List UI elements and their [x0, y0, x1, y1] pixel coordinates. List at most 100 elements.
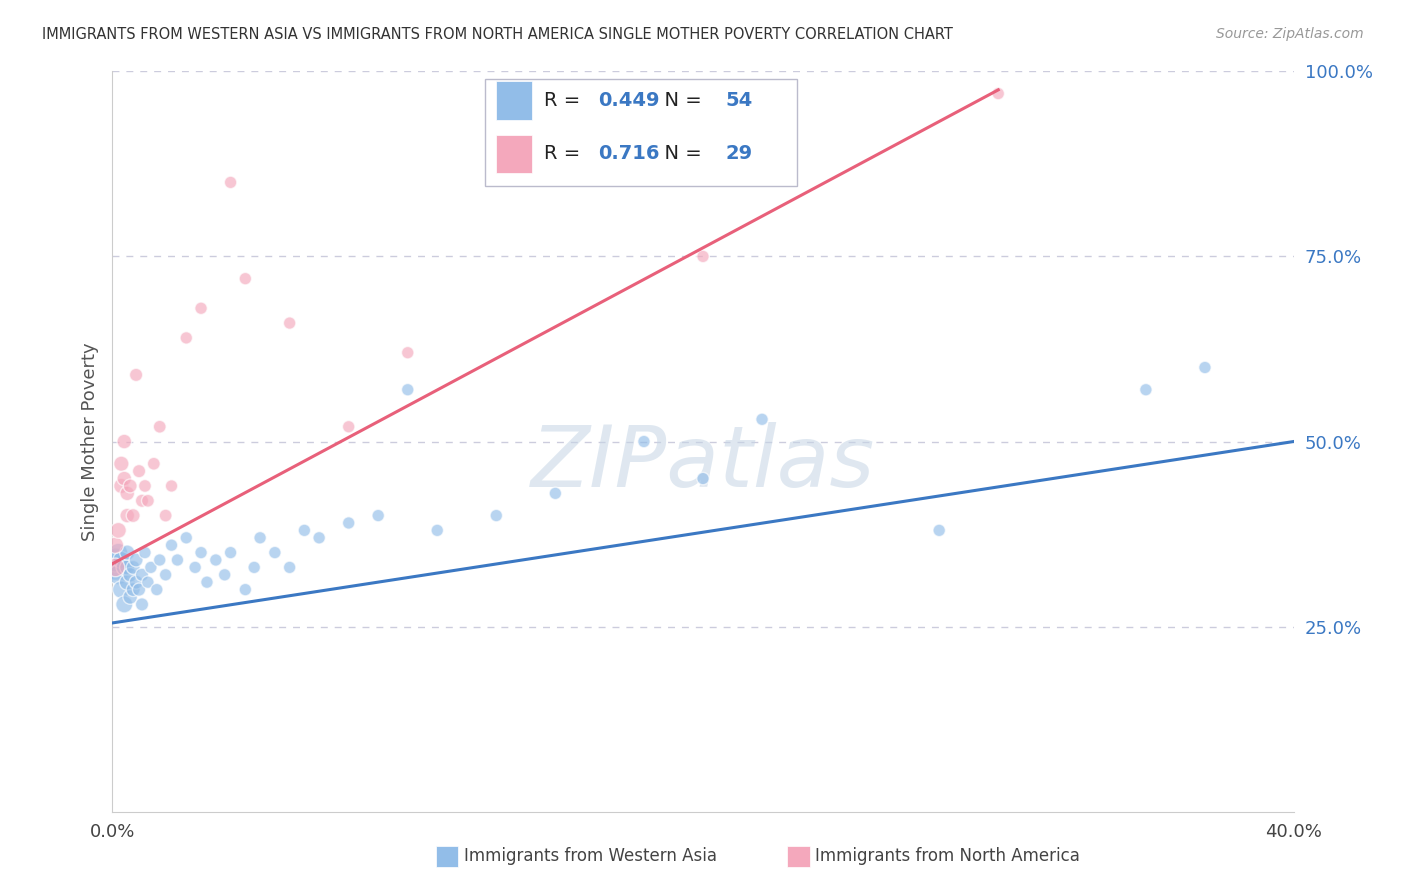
FancyBboxPatch shape — [496, 135, 531, 173]
Y-axis label: Single Mother Poverty: Single Mother Poverty — [80, 343, 98, 541]
Point — [110, 582, 132, 597]
Point — [174, 331, 197, 345]
Point — [136, 575, 159, 590]
Point — [104, 538, 127, 552]
Text: R =: R = — [544, 145, 586, 163]
Point — [107, 524, 129, 538]
Text: Immigrants from North America: Immigrants from North America — [815, 847, 1080, 865]
Point — [107, 546, 129, 560]
Point — [122, 560, 145, 574]
Point — [1135, 383, 1157, 397]
Point — [120, 567, 142, 582]
Point — [149, 553, 172, 567]
Text: Source: ZipAtlas.com: Source: ZipAtlas.com — [1216, 27, 1364, 41]
Point — [110, 553, 132, 567]
Point — [205, 553, 228, 567]
Point — [214, 567, 236, 582]
Point — [149, 419, 172, 434]
Point — [928, 524, 950, 538]
Text: IMMIGRANTS FROM WESTERN ASIA VS IMMIGRANTS FROM NORTH AMERICA SINGLE MOTHER POVE: IMMIGRANTS FROM WESTERN ASIA VS IMMIGRAN… — [42, 27, 953, 42]
Text: N =: N = — [652, 91, 709, 110]
Point — [125, 368, 148, 382]
Point — [233, 271, 256, 285]
Point — [426, 524, 449, 538]
Point — [117, 560, 138, 574]
Point — [195, 575, 218, 590]
Point — [367, 508, 389, 523]
Point — [125, 575, 148, 590]
Text: 54: 54 — [725, 91, 752, 110]
Point — [142, 457, 165, 471]
Point — [120, 590, 142, 604]
Point — [146, 582, 169, 597]
Point — [134, 546, 156, 560]
Point — [278, 560, 301, 574]
Point — [117, 546, 138, 560]
Text: R =: R = — [544, 91, 586, 110]
Point — [1194, 360, 1216, 375]
Point — [337, 419, 360, 434]
Point — [110, 479, 132, 493]
Point — [174, 531, 197, 545]
Point — [544, 486, 567, 500]
Point — [134, 479, 156, 493]
Point — [219, 546, 242, 560]
Point — [117, 486, 138, 500]
Point — [155, 508, 177, 523]
Point — [122, 582, 145, 597]
Point — [104, 560, 127, 574]
Point — [112, 560, 135, 574]
Point — [125, 553, 148, 567]
Point — [292, 524, 315, 538]
Point — [112, 471, 135, 485]
Point — [122, 508, 145, 523]
Point — [117, 508, 138, 523]
FancyBboxPatch shape — [496, 81, 531, 120]
Point — [112, 434, 135, 449]
Point — [485, 508, 508, 523]
Point — [160, 479, 183, 493]
Point — [633, 434, 655, 449]
Point — [751, 412, 773, 426]
Point — [987, 87, 1010, 101]
Text: ZIPatlas: ZIPatlas — [531, 422, 875, 505]
Point — [166, 553, 188, 567]
Point — [131, 493, 153, 508]
Point — [110, 457, 132, 471]
Point — [219, 175, 242, 190]
Text: N =: N = — [652, 145, 709, 163]
Text: 0.716: 0.716 — [598, 145, 659, 163]
Point — [128, 582, 150, 597]
Point — [190, 301, 212, 316]
Point — [104, 553, 127, 567]
Point — [128, 464, 150, 478]
Point — [112, 598, 135, 612]
Point — [107, 567, 129, 582]
Text: Immigrants from Western Asia: Immigrants from Western Asia — [464, 847, 717, 865]
Point — [131, 567, 153, 582]
Point — [139, 560, 162, 574]
FancyBboxPatch shape — [485, 78, 797, 186]
Point — [692, 471, 714, 485]
Point — [190, 546, 212, 560]
Point — [120, 479, 142, 493]
Point — [155, 567, 177, 582]
Point — [692, 250, 714, 264]
Point — [117, 575, 138, 590]
Point — [308, 531, 330, 545]
Point — [243, 560, 266, 574]
Point — [396, 345, 419, 359]
Point — [104, 560, 127, 574]
Point — [249, 531, 271, 545]
Text: 29: 29 — [725, 145, 752, 163]
Point — [337, 516, 360, 530]
Point — [184, 560, 207, 574]
Point — [396, 383, 419, 397]
Point — [278, 316, 301, 330]
Point — [136, 493, 159, 508]
Point — [131, 598, 153, 612]
Point — [233, 582, 256, 597]
Text: 0.449: 0.449 — [598, 91, 659, 110]
Point — [264, 546, 287, 560]
Point — [160, 538, 183, 552]
